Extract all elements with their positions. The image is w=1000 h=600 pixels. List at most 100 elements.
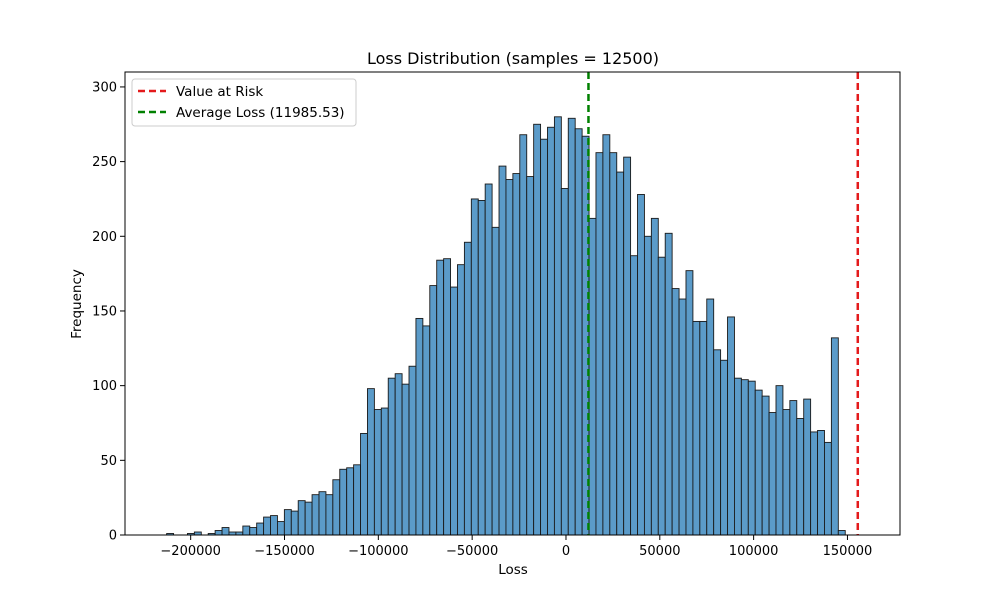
histogram-bar <box>637 194 645 536</box>
histogram-bar <box>443 258 452 536</box>
histogram-bar <box>373 409 382 536</box>
chart-title: Loss Distribution (samples = 12500) <box>367 49 659 68</box>
histogram-bar <box>353 464 361 536</box>
histogram-bar <box>450 286 458 536</box>
y-tick-label: 0 <box>109 529 117 544</box>
histogram-bar <box>775 385 784 536</box>
histogram-bar <box>713 349 722 536</box>
y-tick-label: 50 <box>100 454 117 469</box>
histogram-bar <box>270 515 278 536</box>
histogram-bar <box>214 530 223 536</box>
histogram-bar <box>830 337 839 536</box>
histogram-bar <box>360 432 368 536</box>
x-tick-label: −50000 <box>446 544 498 559</box>
histogram-bar <box>304 501 313 536</box>
histogram-bar <box>574 128 583 536</box>
histogram-bar <box>796 418 805 536</box>
histogram-bar <box>436 259 445 536</box>
histogram-bar <box>498 165 507 536</box>
x-tick-label: 100000 <box>729 544 779 559</box>
histogram-bar <box>263 516 271 536</box>
histogram-bar <box>297 500 306 536</box>
histogram-bar <box>803 398 812 536</box>
histogram-bar <box>734 377 742 536</box>
histogram-bar <box>221 527 230 536</box>
y-tick-label: 200 <box>92 230 117 245</box>
histogram-bar <box>242 525 251 536</box>
histogram-bar <box>664 232 673 536</box>
y-axis-label: Frequency <box>69 269 85 339</box>
histogram-bar <box>540 138 548 536</box>
histogram-bar <box>643 235 652 536</box>
plot-frame <box>124 71 901 536</box>
histogram-bar <box>401 383 410 536</box>
histogram-bar <box>678 298 687 536</box>
histogram-bar <box>727 316 735 536</box>
legend-box <box>131 78 357 127</box>
histogram-bar <box>630 255 638 536</box>
x-tick-label: 50000 <box>639 544 680 559</box>
histogram-bar <box>290 510 299 536</box>
histogram-bar <box>256 522 265 536</box>
histogram-bar <box>526 176 535 536</box>
histogram-bar <box>477 199 486 536</box>
histogram-bar <box>311 494 320 536</box>
histogram-bar <box>720 359 728 536</box>
histogram-bar <box>547 126 555 536</box>
histogram-bar <box>339 468 348 536</box>
histogram-bar <box>699 320 708 536</box>
y-tick-label: 250 <box>92 155 117 170</box>
histogram-bar <box>429 285 438 536</box>
histogram-bar <box>505 179 514 536</box>
legend: Value at Risk Average Loss (11985.53) <box>131 78 357 127</box>
x-tick-label: 150000 <box>823 544 873 559</box>
histogram-bar <box>588 217 597 536</box>
y-tick-label: 300 <box>92 80 117 95</box>
y-axis: 0 50 100 150 200 250 300 <box>92 80 125 544</box>
histogram-bar <box>567 117 576 536</box>
histogram-bar <box>394 373 403 536</box>
histogram-bar <box>332 479 341 536</box>
histogram-bar <box>463 241 472 536</box>
histogram-bar <box>512 173 521 536</box>
histogram-bar <box>422 325 431 536</box>
histogram-bar <box>747 380 756 536</box>
x-axis: −200000 −150000 −100000 −50000 0 50000 100000 1… <box>160 535 872 559</box>
histogram-bar <box>740 379 749 536</box>
histogram-bar <box>650 217 659 536</box>
plot-area <box>166 72 860 536</box>
histogram-bar <box>415 317 424 536</box>
histogram-bar <box>491 226 500 536</box>
histogram-bar <box>789 400 798 536</box>
histogram-bar <box>602 134 611 536</box>
histogram-bar <box>685 270 694 536</box>
histogram-bar <box>560 188 569 536</box>
y-tick-label: 150 <box>92 304 117 319</box>
histogram-bar <box>346 467 355 536</box>
x-axis-label: Loss <box>498 562 528 578</box>
histogram-bar <box>609 152 618 536</box>
histogram-bar <box>408 365 417 536</box>
histogram-bar <box>380 407 389 536</box>
histogram-bar <box>470 198 479 536</box>
histogram-bar <box>484 183 493 536</box>
x-tick-label: −200000 <box>160 544 221 559</box>
histogram-bar <box>276 521 285 536</box>
histogram-bar <box>761 395 770 536</box>
histogram-bar <box>817 430 825 536</box>
histogram-bar <box>692 320 701 536</box>
histogram-bar <box>553 116 562 536</box>
histogram-bar <box>657 256 666 536</box>
histogram-bar <box>318 491 327 536</box>
x-tick-label: −100000 <box>348 544 409 559</box>
histogram-bar <box>325 494 334 536</box>
histogram-bar <box>533 123 542 536</box>
histogram-bar <box>837 530 846 536</box>
histogram-bar <box>623 156 632 536</box>
histogram-bar <box>768 412 777 536</box>
histogram-bar <box>671 288 680 536</box>
histogram-bar <box>706 298 715 536</box>
y-tick-label: 100 <box>92 379 117 394</box>
histogram-bar <box>782 409 791 536</box>
histogram-bar <box>367 388 375 536</box>
